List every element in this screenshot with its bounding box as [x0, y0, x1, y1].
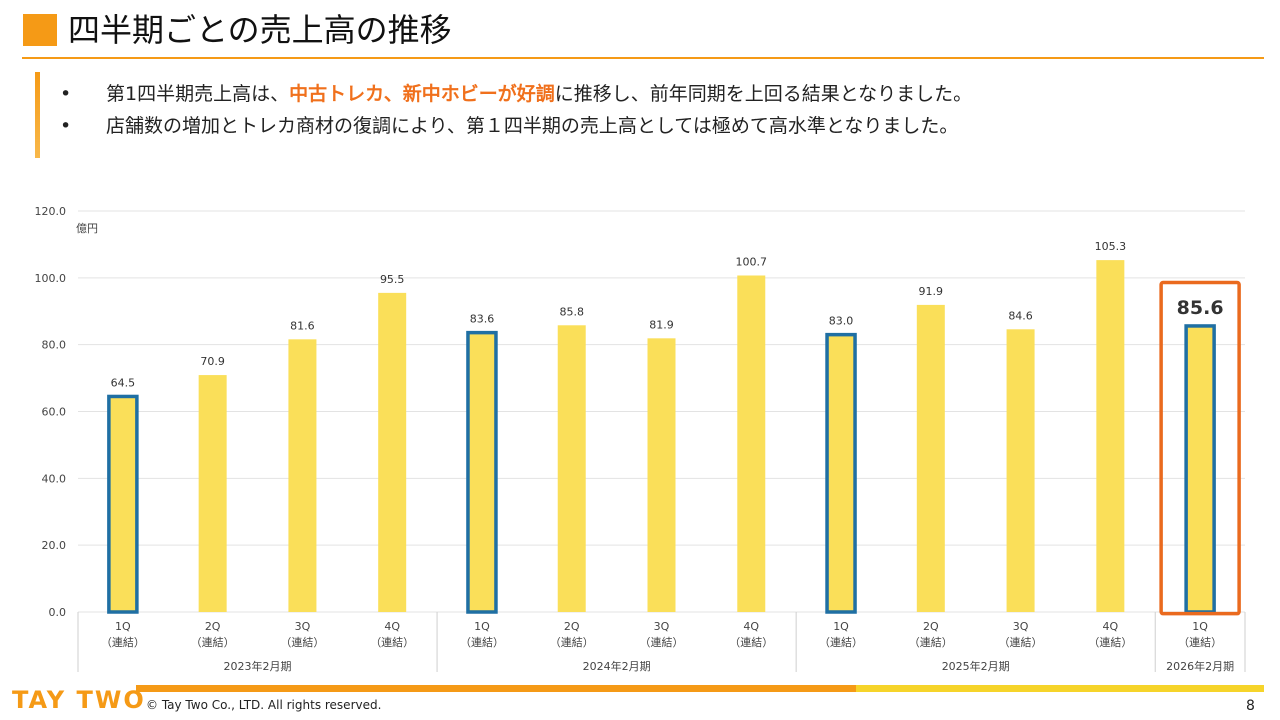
highlight-box	[1159, 280, 1241, 616]
x-tick-label: 1Q	[833, 620, 849, 633]
bar-value-label: 81.6	[290, 319, 315, 332]
x-tick-label: 3Q	[1013, 620, 1029, 633]
x-tick-sublabel: （連結）	[999, 635, 1043, 649]
bullet-text: 第1四半期売上高は、中古トレカ、新中ホビーが好調に推移し、前年同期を上回る結果と…	[106, 83, 972, 105]
bullet-text-part: に推移し、前年同期を上回る結果となりました。	[554, 83, 973, 105]
x-tick-label: 2Q	[205, 620, 221, 633]
y-tick-label: 100.0	[35, 272, 67, 285]
bar	[198, 375, 227, 612]
x-tick-sublabel: （連結）	[280, 635, 324, 649]
bar-value-label: 70.9	[200, 355, 225, 368]
bar-value-label: 83.0	[829, 315, 854, 328]
x-tick-label: 3Q	[295, 620, 311, 633]
bar	[737, 275, 766, 612]
x-tick-sublabel: （連結）	[729, 635, 773, 649]
footer-bar-orange	[136, 685, 856, 692]
bullet-item: • 第1四半期売上高は、中古トレカ、新中ホビーが好調に推移し、前年同期を上回る結…	[60, 78, 972, 110]
bar-outline	[107, 394, 139, 614]
bullet-dot: •	[60, 115, 72, 137]
x-tick-sublabel: （連結）	[1178, 635, 1222, 649]
bar-value-label: 91.9	[919, 285, 944, 298]
y-unit-label: 億円	[76, 222, 98, 235]
bullet-text-highlight: 中古トレカ、新中ホビーが好調	[289, 83, 555, 105]
y-tick-label: 80.0	[42, 339, 67, 352]
y-tick-label: 40.0	[42, 472, 67, 485]
bullet-accent-bar	[35, 72, 40, 158]
company-logo: TAY TWO	[12, 686, 146, 714]
x-tick-sublabel: （連結）	[909, 635, 953, 649]
bar	[108, 396, 137, 612]
x-tick-sublabel: （連結）	[819, 635, 863, 649]
x-tick-sublabel: （連結）	[101, 635, 145, 649]
bar-value-label: 81.9	[649, 318, 674, 331]
y-tick-label: 20.0	[42, 539, 67, 552]
x-group-label: 2026年2月期	[1166, 659, 1234, 673]
x-tick-label: 3Q	[654, 620, 670, 633]
x-tick-sublabel: （連結）	[191, 635, 235, 649]
x-tick-label: 1Q	[115, 620, 131, 633]
copyright-text: © Tay Two Co., LTD. All rights reserved.	[146, 698, 382, 712]
bar-value-label: 95.5	[380, 273, 405, 286]
bar-value-label: 85.6	[1177, 297, 1224, 319]
title-accent-square	[23, 14, 57, 46]
bar	[467, 332, 496, 612]
bullet-text: 店舗数の増加とトレカ商材の復調により、第１四半期の売上高としては極めて高水準とな…	[106, 115, 958, 137]
bar	[1186, 325, 1215, 612]
x-tick-label: 2Q	[564, 620, 580, 633]
bar-value-label: 84.6	[1008, 309, 1033, 322]
x-tick-label: 4Q	[1103, 620, 1119, 633]
bar	[827, 334, 856, 612]
bullet-list: • 第1四半期売上高は、中古トレカ、新中ホビーが好調に推移し、前年同期を上回る結…	[60, 78, 972, 142]
x-tick-sublabel: （連結）	[550, 635, 594, 649]
bullet-text-part: 第1四半期売上高は、	[106, 83, 290, 105]
x-tick-label: 2Q	[923, 620, 939, 633]
x-tick-sublabel: （連結）	[1088, 635, 1132, 649]
page-number: 8	[1246, 698, 1255, 714]
x-tick-label: 1Q	[474, 620, 490, 633]
bullet-item: • 店舗数の増加とトレカ商材の復調により、第１四半期の売上高としては極めて高水準…	[60, 110, 972, 142]
bar-value-label: 100.7	[736, 255, 768, 268]
x-tick-sublabel: （連結）	[370, 635, 414, 649]
x-tick-label: 1Q	[1192, 620, 1208, 633]
bar-value-label: 105.3	[1095, 240, 1127, 253]
page-title: 四半期ごとの売上高の推移	[68, 11, 452, 49]
bullet-text-part: 店舗数の増加とトレカ商材の復調により、第１四半期の売上高としては極めて高水準とな…	[106, 115, 959, 137]
bar	[1096, 260, 1125, 612]
bullet-dot: •	[60, 83, 72, 105]
footer-bar-yellow	[856, 685, 1264, 692]
bar-outline	[825, 332, 857, 614]
x-tick-sublabel: （連結）	[460, 635, 504, 649]
bar	[916, 304, 945, 612]
bar-value-label: 85.8	[559, 305, 584, 318]
bar-outline	[466, 330, 498, 614]
bar	[647, 338, 676, 612]
bar	[378, 292, 407, 612]
bar	[1006, 329, 1035, 612]
y-tick-label: 120.0	[35, 205, 67, 218]
bar	[288, 339, 317, 612]
bar	[557, 325, 586, 612]
x-tick-label: 4Q	[384, 620, 400, 633]
y-tick-label: 0.0	[49, 606, 67, 619]
x-group-label: 2025年2月期	[942, 659, 1010, 673]
title-divider	[22, 57, 1264, 59]
x-tick-label: 4Q	[743, 620, 759, 633]
x-group-label: 2023年2月期	[224, 659, 292, 673]
x-tick-sublabel: （連結）	[640, 635, 684, 649]
quarterly-sales-bar-chart: 0.0 20.0 40.0 60.0 80.0 100.0 120.0 億円 64.5 1Q （連結…	[35, 205, 1246, 673]
bar-value-label: 83.6	[470, 313, 495, 326]
x-group-label: 2024年2月期	[583, 659, 651, 673]
y-tick-label: 60.0	[42, 406, 67, 419]
bar-value-label: 64.5	[111, 376, 136, 389]
